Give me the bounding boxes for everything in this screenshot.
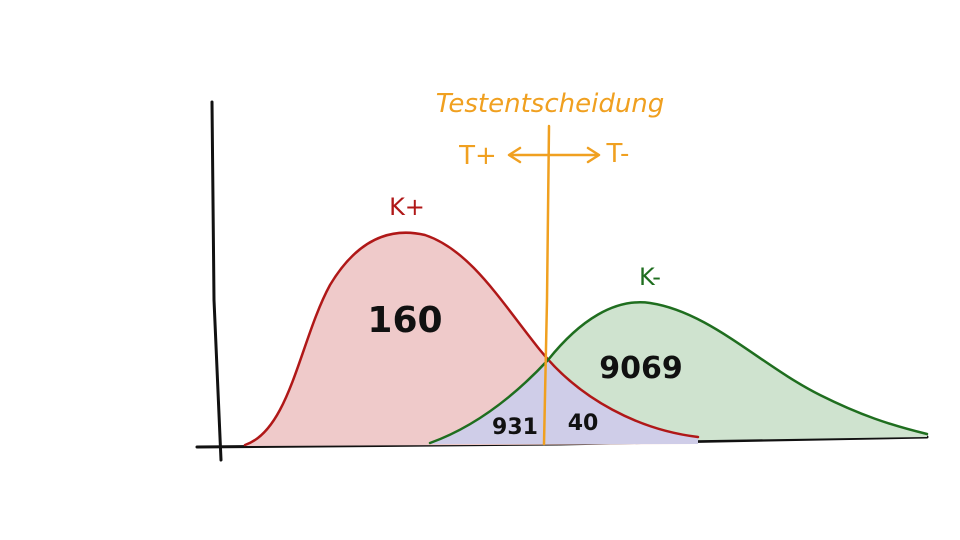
k-plus-label: K+ [389,193,425,221]
decision-threshold-line [542,124,551,446]
false-positive-count: 931 [492,415,538,440]
k-minus-outline [428,301,929,445]
true-positive-count: 160 [367,300,442,341]
arrow-right-head-icon [586,146,601,164]
y-axis [210,100,223,462]
overlap-region [430,360,698,444]
test-negative-label: T- [606,139,630,169]
k-minus-label: K- [639,263,661,291]
false-negative-count: 40 [568,411,599,436]
decision-arrow [507,146,601,164]
decision-label: Testentscheidung [436,89,665,119]
true-negative-count: 9069 [599,351,683,386]
test-positive-label: T+ [458,141,497,171]
k-plus-outline [243,231,700,447]
arrow-left-head-icon [507,146,522,164]
